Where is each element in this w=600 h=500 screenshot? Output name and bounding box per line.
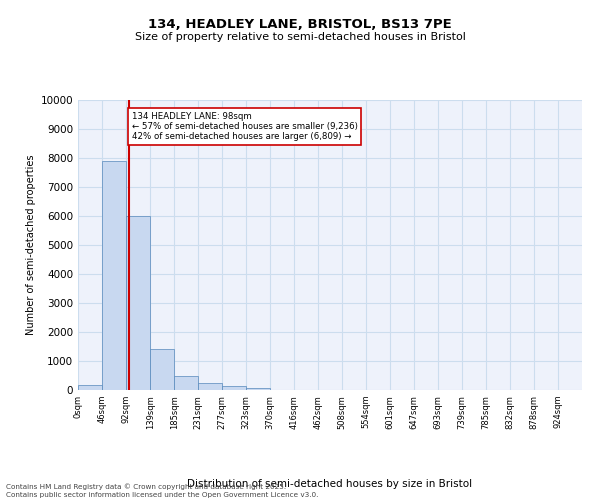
Text: Size of property relative to semi-detached houses in Bristol: Size of property relative to semi-detach… — [134, 32, 466, 42]
Bar — [198, 384, 222, 390]
Bar — [246, 388, 269, 390]
Bar — [222, 386, 245, 390]
Bar — [102, 161, 125, 390]
Y-axis label: Number of semi-detached properties: Number of semi-detached properties — [26, 155, 37, 336]
Text: Contains HM Land Registry data © Crown copyright and database right 2025.
Contai: Contains HM Land Registry data © Crown c… — [6, 484, 319, 498]
Text: 134, HEADLEY LANE, BRISTOL, BS13 7PE: 134, HEADLEY LANE, BRISTOL, BS13 7PE — [148, 18, 452, 30]
X-axis label: Distribution of semi-detached houses by size in Bristol: Distribution of semi-detached houses by … — [187, 479, 473, 489]
Bar — [126, 216, 149, 390]
Text: 134 HEADLEY LANE: 98sqm
← 57% of semi-detached houses are smaller (9,236)
42% of: 134 HEADLEY LANE: 98sqm ← 57% of semi-de… — [131, 112, 358, 142]
Bar — [78, 385, 102, 390]
Bar — [174, 376, 198, 390]
Bar — [151, 350, 174, 390]
